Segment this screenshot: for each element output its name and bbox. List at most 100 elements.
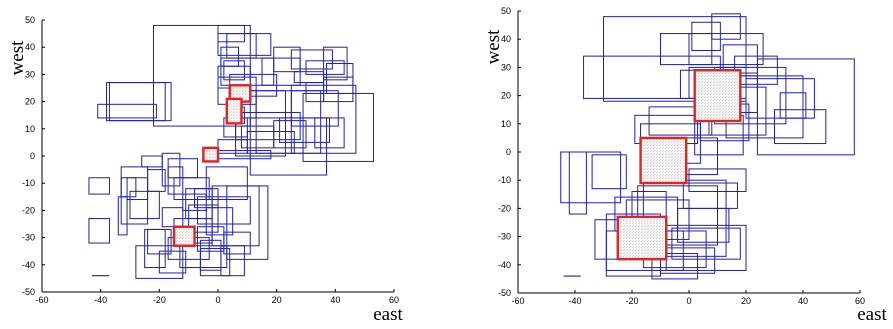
left-red-rectangle-3 [202, 146, 220, 163]
left-x-tick-label-1: -60 [35, 295, 48, 305]
right-blue-rectangle-38 [691, 21, 721, 51]
right-x-tick-label-2: -40 [568, 296, 581, 306]
right-y-tick-label-3: -30 [498, 232, 511, 242]
right-blue-rectangle-18 [671, 227, 741, 260]
left-blue-rectangle-60 [279, 117, 330, 143]
chart-right: -60 -40 -20 0 20 40 60 -50 -40 -30 -20 -10 0 10 20 30 40… [483, 6, 887, 325]
left-blue-rectangle-36 [223, 231, 251, 255]
left-blue-rectangle-65 [314, 117, 345, 149]
right-red-rectangle-3 [616, 215, 668, 261]
right-x-tick-label-7: 60 [855, 296, 865, 306]
right-x-tick-label-3: -20 [625, 296, 638, 306]
left-blue-rectangle-59 [273, 120, 307, 149]
left-blue-rectangle-57 [255, 90, 322, 154]
left-x-tick-label-7: 60 [389, 295, 399, 305]
left-y-tick-label-1: -50 [22, 287, 35, 297]
right-y-tick-label-7: 10 [501, 119, 511, 129]
left-blue-rectangle-39 [217, 139, 248, 154]
right-y-tick-label-5: -10 [498, 175, 511, 185]
chart-left: -60 -40 -20 0 20 40 60 -50 -40 -30 -20 -10 0 10 20 30 40… [7, 15, 403, 325]
right-blue-rectangle-32 [774, 109, 827, 145]
right-axes-layer [517, 10, 861, 294]
left-blue-rectangle-10 [141, 155, 163, 168]
right-blue-rectangle-20 [682, 182, 738, 209]
left-y-tick-label-4: -20 [22, 205, 35, 215]
right-x-tick-label-6: 40 [798, 296, 808, 306]
left-x-tick-label-6: 40 [330, 295, 340, 305]
left-labels-layer: -60 -40 -20 0 20 40 60 -50 -40 -30 -20 -10 0 10 20 30 40… [7, 15, 403, 325]
left-y-tick-label-9: 30 [25, 69, 35, 79]
left-blue-rectangle-2 [108, 82, 172, 122]
left-blue-rectangle-30 [147, 228, 172, 255]
right-red-rectangle-2 [639, 136, 688, 185]
right-blue-rectangle-33 [779, 92, 807, 119]
right-y-tick-label-10: 40 [501, 34, 511, 44]
right-y-tick-label-2: -40 [498, 260, 511, 270]
left-blue-rectangle-22 [205, 207, 234, 236]
left-blue-rectangle-37 [226, 185, 269, 260]
left-blue-rectangle-35 [220, 245, 245, 277]
left-blue-rectangle-73 [106, 82, 166, 122]
left-blue-rectangle-71 [273, 46, 301, 73]
left-blue-rectangle-25 [179, 245, 228, 269]
right-blue-rectangle-39 [711, 13, 741, 40]
right-blue-rectangle-36 [722, 44, 758, 74]
right-blue-rectangle-5 [591, 154, 627, 190]
left-blue-rectangle-8 [120, 166, 149, 225]
left-blue-rectangle-4 [88, 218, 110, 244]
right-y-tick-label-9: 30 [501, 62, 511, 72]
left-blue-rectangle-23 [199, 239, 222, 271]
right-y-tick-label-6: 0 [506, 147, 511, 157]
left-blue-rectangle-45 [223, 60, 245, 81]
left-y-tick-label-5: -10 [22, 178, 35, 188]
right-blue-rectangle-9 [637, 185, 719, 246]
left-blue-rectangle-28 [135, 245, 184, 279]
right-y-tick-label-1: -50 [498, 288, 511, 298]
right-blue-rectangle-16 [660, 247, 716, 274]
left-blue-rectangle-46 [220, 46, 240, 67]
right-blue-rectangle-4 [568, 151, 587, 215]
left-y-axis-label: west [7, 40, 28, 76]
right-x-tick-label-4: 0 [686, 296, 691, 306]
left-blue-rectangle-7 [120, 177, 137, 198]
left-axes-layer [41, 19, 395, 293]
left-blue-rectangle-68 [323, 46, 348, 81]
left-y-tick-label-10: 40 [25, 42, 35, 52]
left-blue-rectangle-3 [88, 177, 110, 195]
right-y-axis-label: west [483, 29, 504, 65]
left-blue-rectangle-12 [161, 207, 184, 228]
left-y-tick-label-3: -30 [22, 233, 35, 243]
left-blue-rectangle-24 [199, 247, 231, 277]
left-blue-rectangle-50 [220, 57, 275, 86]
left-x-tick-label-3: -20 [153, 295, 166, 305]
right-x-tick-label-1: -60 [511, 296, 524, 306]
right-blue-rectangle-3 [560, 151, 622, 204]
left-blue-rectangle-72 [293, 71, 325, 84]
right-x-tick-label-5: 20 [741, 296, 751, 306]
left-blue-rectangle-38 [211, 150, 272, 160]
left-rectangles-layer [88, 24, 374, 279]
right-y-tick-label-8: 20 [501, 91, 511, 101]
left-blue-rectangle-18 [185, 188, 213, 220]
left-blue-rectangle-74 [97, 103, 157, 119]
left-y-tick-label-8: 20 [25, 97, 35, 107]
left-blue-rectangle-67 [326, 63, 354, 94]
right-blue-rectangle-37 [688, 33, 764, 66]
left-blue-rectangle-32 [196, 196, 251, 225]
left-blue-rectangle-29 [158, 250, 187, 274]
left-blue-rectangle-6 [129, 190, 160, 220]
left-blue-rectangle-49 [226, 33, 257, 59]
right-labels-layer: -60 -40 -20 0 20 40 60 -50 -40 -30 -20 -10 0 10 20 30 40… [483, 6, 887, 325]
left-blue-rectangle-5 [117, 196, 128, 236]
right-y-tick-label-4: -20 [498, 203, 511, 213]
right-blue-rectangle-43 [660, 33, 713, 66]
left-red-rectangle-2 [225, 97, 243, 125]
left-blue-rectangle-69 [305, 60, 345, 75]
right-x-axis-label: east [857, 304, 887, 325]
left-red-rectangle-4 [172, 225, 196, 247]
left-y-tick-label-6: 0 [30, 151, 35, 161]
right-rectangles-layer [560, 13, 855, 280]
left-blue-rectangle-34 [211, 185, 260, 247]
left-y-tick-label-7: 10 [25, 124, 35, 134]
